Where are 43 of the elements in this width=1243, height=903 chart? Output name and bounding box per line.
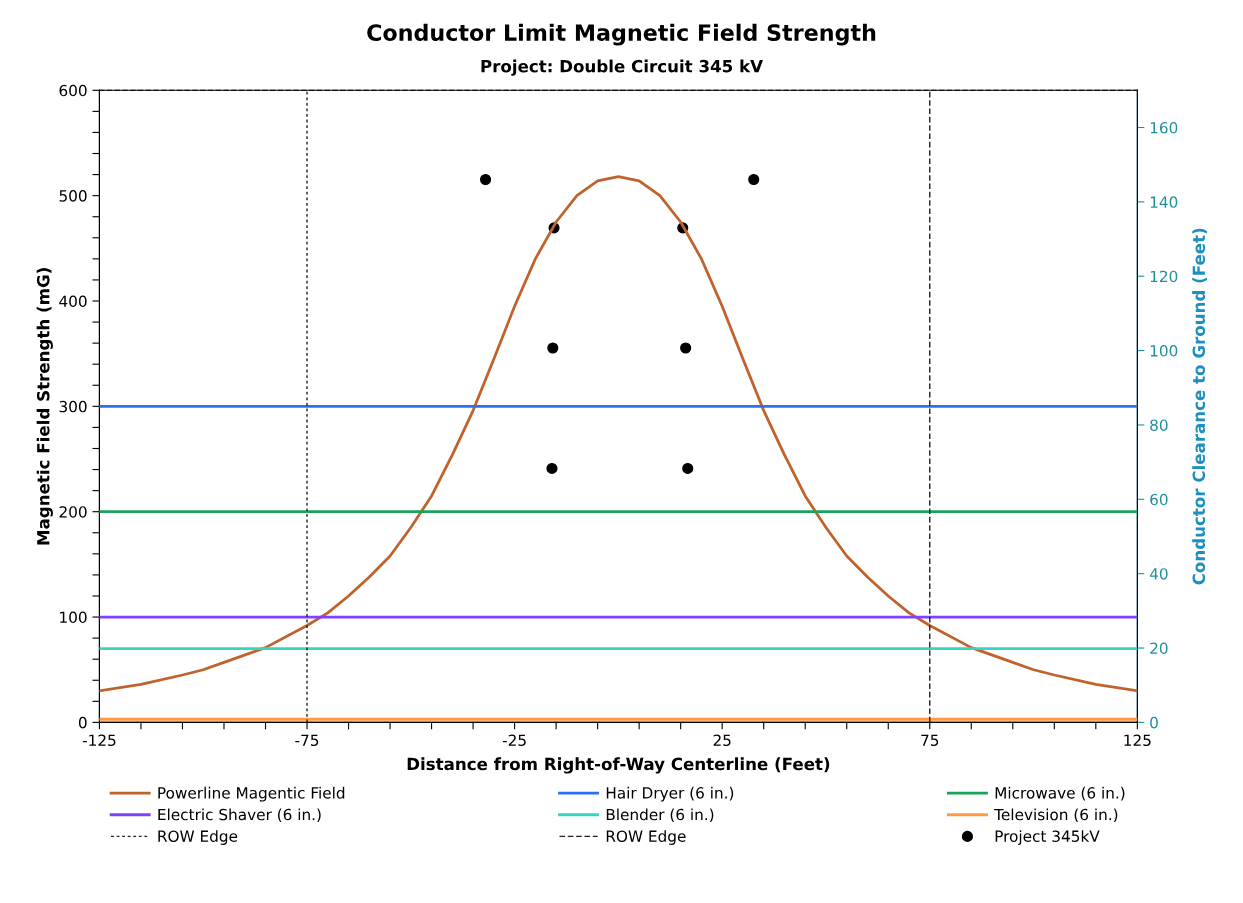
x-tick-label: -75 [295,734,319,747]
y-tick-label: 100 [60,611,87,624]
point [479,173,492,186]
x-tick-label: 75 [921,734,939,747]
y2-tick-label: 120 [1150,270,1178,283]
x-tick-label: 25 [713,734,731,747]
legend-label: Blender (6 in.) [606,808,714,823]
y2-tick-label: 60 [1150,493,1168,506]
y2-tick-label: 0 [1150,716,1158,729]
x-axis-title: Distance from Right-of-Way Centerline (Feet) [407,757,830,774]
y2-tick-label: 20 [1150,642,1168,655]
legend-label: ROW Edge [158,830,238,845]
y-tick-label: 600 [59,84,87,97]
y-tick-label: 300 [59,400,87,413]
point [546,462,558,475]
y-tick-label: 200 [59,506,87,518]
y-axis-title: Magnetic Field Strength (mG) [36,268,53,545]
y2-tick-label: 140 [1150,196,1178,208]
legend-label: Powerline Magentic Field [158,786,345,802]
x-tick-label: -125 [82,734,116,747]
y2-axis-title: Conductor Clearance to Ground (Feet) [1192,228,1208,585]
chart-subtitle: Project: Double Circuit 345 kV [481,59,763,76]
point [682,462,694,475]
legend-label: Television (6 in.) [994,808,1118,823]
y2-tick-label: 160 [1150,121,1178,134]
legend-label: Electric Shaver (6 in.) [158,808,321,823]
y-tick-label: 400 [59,295,87,308]
legend-label: Microwave (6 in.) [995,786,1125,801]
point [547,342,559,354]
chart-title: Conductor Limit Magnetic Field Strength [367,23,876,46]
legend-label: Project 345kV [995,830,1100,845]
x-tick-label: 125 [1124,734,1151,747]
y-tick-label: 500 [59,190,87,202]
line-series [99,175,1138,693]
y2-tick-label: 40 [1149,568,1168,580]
point [680,342,692,354]
y2-tick-label: 80 [1150,419,1168,431]
x-tick-label: -25 [502,734,526,747]
y-tick-label: 0 [78,716,87,729]
y2-tick-label: 100 [1150,345,1178,357]
point [748,173,760,186]
legend-label: Hair Dryer (6 in.) [606,786,734,802]
legend-label: ROW Edge [606,830,686,845]
